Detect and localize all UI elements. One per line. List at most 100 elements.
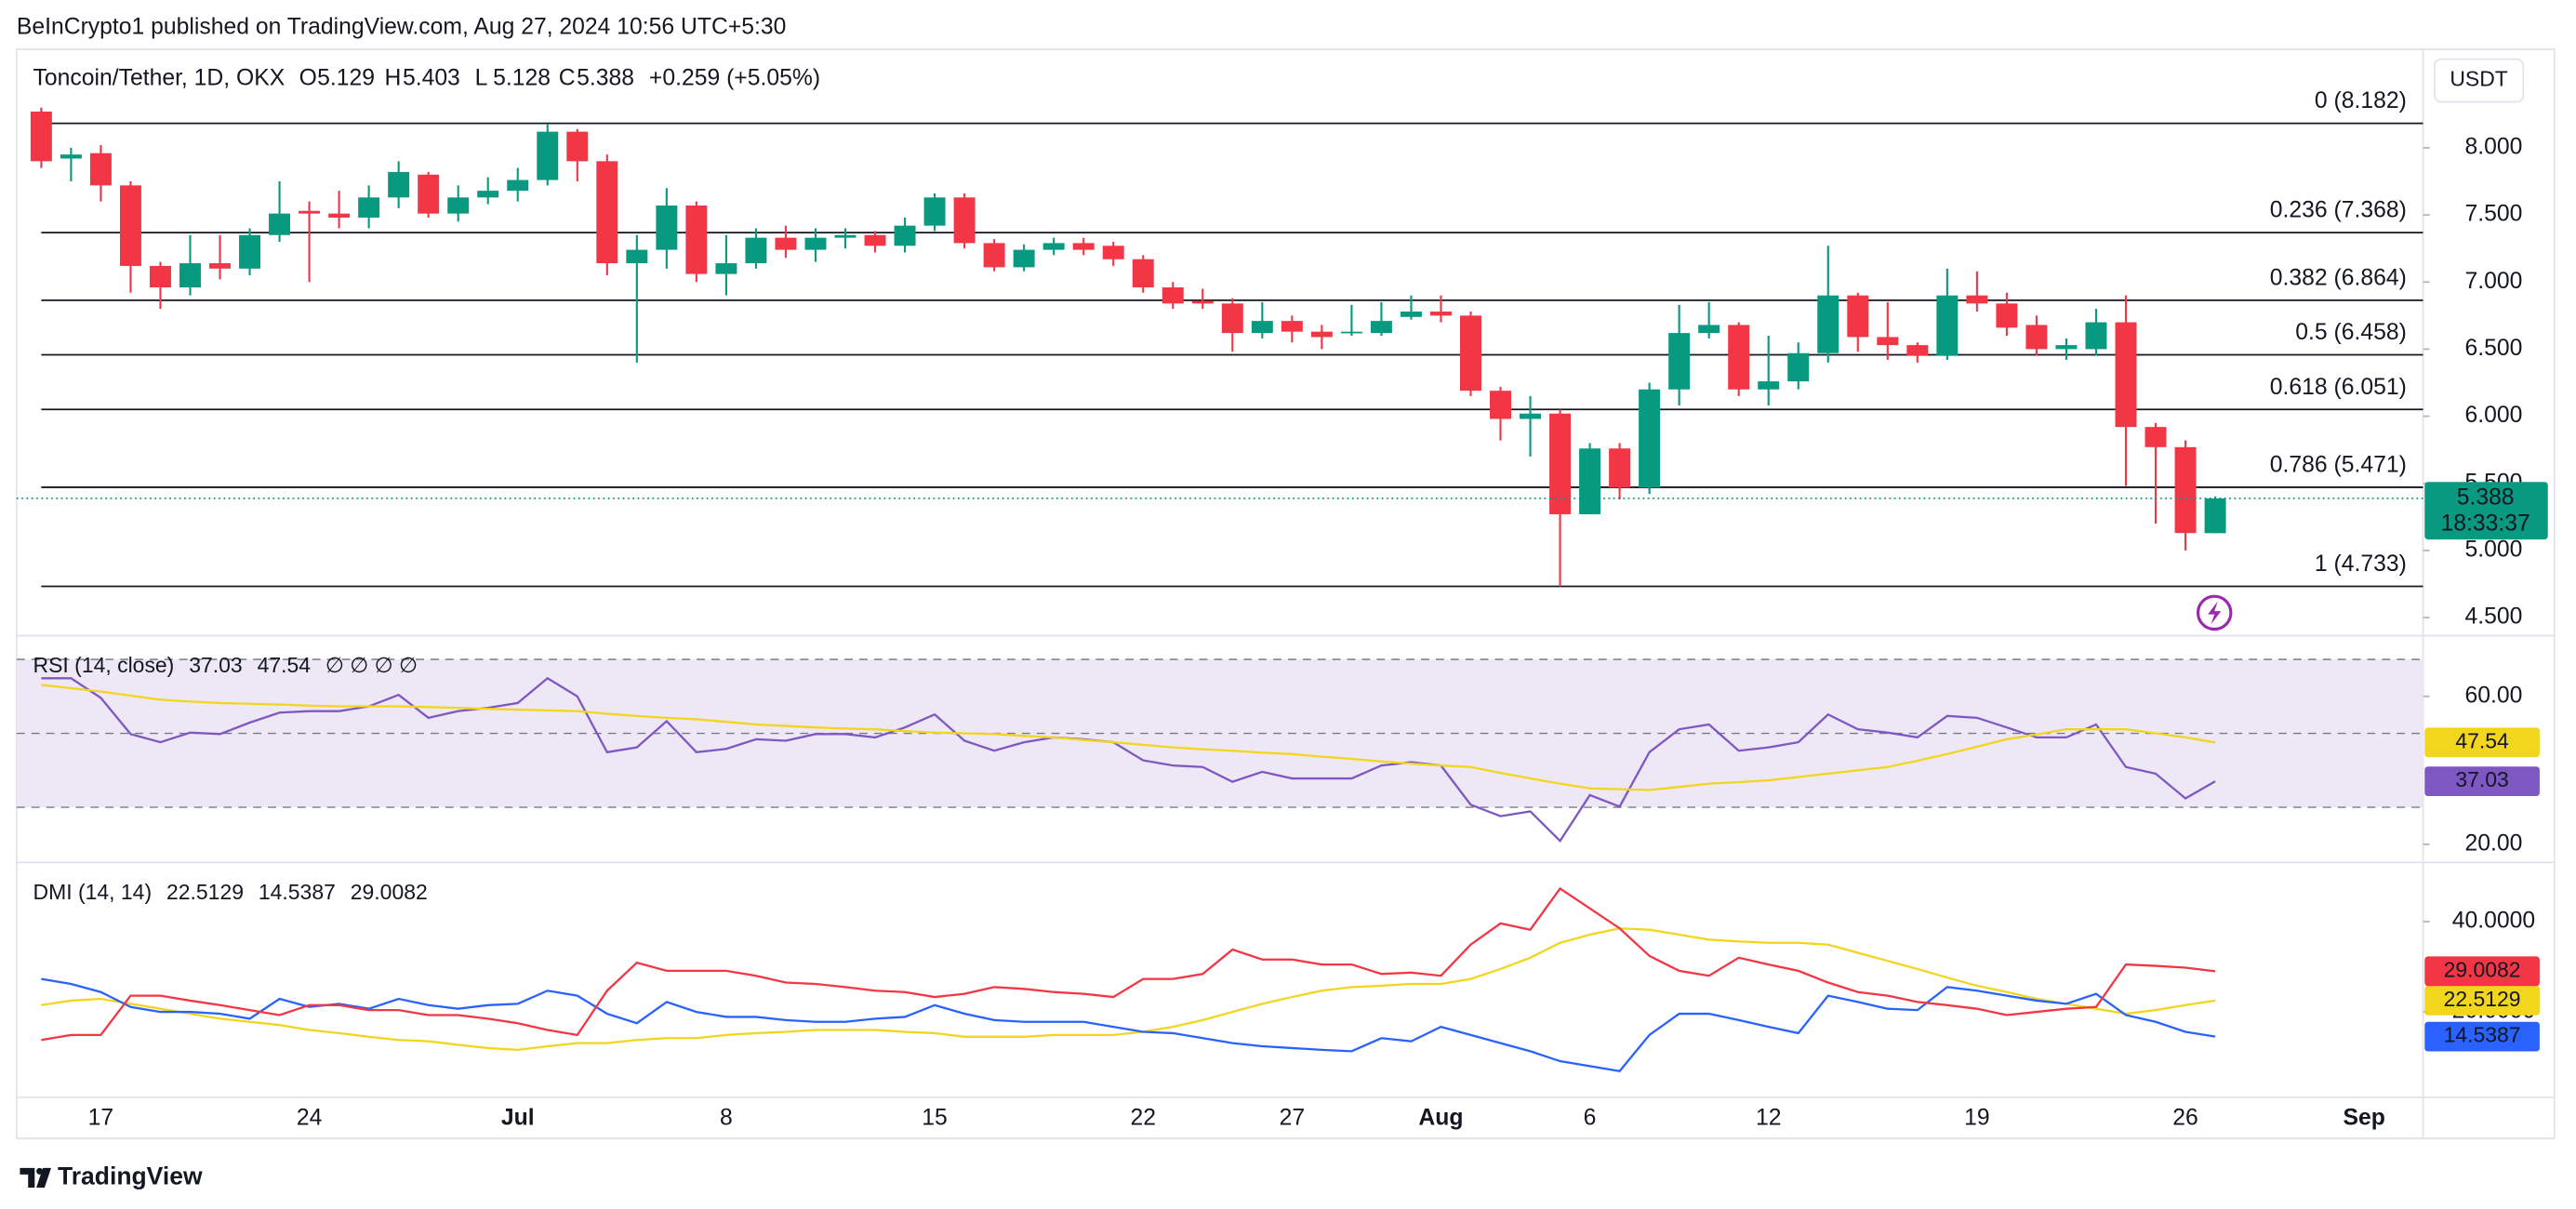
logo-shape bbox=[20, 1167, 35, 1189]
candle-body bbox=[656, 205, 678, 250]
candle-body bbox=[894, 225, 916, 246]
alert-icon[interactable] bbox=[2196, 594, 2233, 631]
x-tick-label: 12 bbox=[1756, 1105, 1782, 1130]
countdown: 18:33:37 bbox=[2441, 512, 2530, 537]
candle-body bbox=[1102, 246, 1124, 259]
fib-label: 0.5 (6.458) bbox=[2295, 320, 2407, 345]
candle-body bbox=[119, 185, 141, 266]
series-line bbox=[41, 977, 2216, 1072]
y-tick-label: 40.0000 bbox=[2452, 908, 2535, 933]
candle-body bbox=[1490, 391, 1511, 419]
brand-name: TradingView bbox=[58, 1162, 203, 1189]
value-badge-bg bbox=[2424, 985, 2540, 1016]
candle-body bbox=[418, 174, 440, 214]
candle-body bbox=[30, 111, 52, 162]
value-badge-bg bbox=[2424, 956, 2540, 987]
fib-label: 1 (4.733) bbox=[2315, 551, 2407, 577]
candle-body bbox=[775, 237, 797, 250]
candle-body bbox=[1042, 243, 1065, 250]
legend-value: 37.03 bbox=[189, 653, 242, 677]
legend-value: 5.128 bbox=[493, 65, 551, 90]
x-tick-label: 17 bbox=[88, 1105, 113, 1130]
y-tick-label: 20.00 bbox=[2465, 830, 2523, 856]
value-badge-bg bbox=[2424, 766, 2540, 797]
candle-body bbox=[1520, 413, 1542, 419]
candle-body bbox=[1817, 295, 1839, 353]
candle-body bbox=[2174, 446, 2197, 534]
series-line bbox=[41, 684, 2216, 791]
brand-logo bbox=[20, 1167, 51, 1189]
y-tick-label: 60.00 bbox=[2465, 683, 2523, 708]
candle-body bbox=[1787, 352, 1810, 382]
candle-body bbox=[447, 197, 470, 214]
candle-body bbox=[209, 263, 231, 269]
candle-body bbox=[1191, 300, 1214, 304]
candle-body bbox=[179, 263, 201, 288]
candle-body bbox=[89, 153, 112, 186]
candle-body bbox=[1758, 381, 1780, 390]
fib-label: 0.786 (5.471) bbox=[2270, 453, 2407, 478]
candle-body bbox=[1370, 321, 1392, 334]
candle-body bbox=[2204, 498, 2226, 534]
value-badge: 47.54 bbox=[2455, 728, 2509, 752]
candle-body bbox=[2085, 322, 2107, 350]
legend-key: O bbox=[299, 65, 317, 90]
legend-value: 22.5129 bbox=[166, 880, 244, 904]
candle-body bbox=[834, 234, 856, 238]
candle-body bbox=[923, 197, 946, 226]
candle-body bbox=[299, 210, 321, 214]
logo-shape bbox=[36, 1167, 51, 1189]
y-tick-label: 4.500 bbox=[2465, 604, 2523, 630]
legend-change: +0.259 (+5.05%) bbox=[649, 65, 820, 90]
candle-body bbox=[1639, 389, 1661, 488]
candle-body bbox=[1281, 321, 1303, 332]
candle-body bbox=[1429, 312, 1452, 316]
candle-body bbox=[1013, 249, 1035, 268]
candle-body bbox=[953, 197, 976, 244]
alert-circle[interactable] bbox=[2196, 594, 2233, 631]
candle-body bbox=[2025, 325, 2048, 350]
fib-label: 0.618 (6.051) bbox=[2270, 375, 2407, 400]
fib-label: 0.236 (7.368) bbox=[2270, 198, 2407, 223]
x-tick-label: 19 bbox=[1964, 1105, 1990, 1130]
fib-label: 0.382 (6.864) bbox=[2270, 265, 2407, 290]
candle-body bbox=[1162, 287, 1184, 304]
candle-body bbox=[1310, 331, 1333, 338]
x-tick-label: 22 bbox=[1130, 1105, 1156, 1130]
candle-body bbox=[1966, 295, 1988, 304]
x-tick-label: 26 bbox=[2172, 1105, 2198, 1130]
candle-body bbox=[2055, 345, 2078, 350]
value-badge: 14.5387 bbox=[2444, 1023, 2521, 1047]
currency-label[interactable]: USDT bbox=[2450, 67, 2507, 91]
x-tick-label: Jul bbox=[501, 1105, 535, 1130]
alert-bolt[interactable] bbox=[2208, 601, 2222, 625]
candle-body bbox=[1579, 448, 1601, 514]
candle-body bbox=[358, 197, 380, 218]
candle-body bbox=[239, 234, 261, 269]
value-badge: 37.03 bbox=[2455, 767, 2508, 791]
candle-body bbox=[1906, 345, 1929, 356]
x-tick-label: Aug bbox=[1418, 1105, 1463, 1130]
publisher-line: BeInCrypto1 published on TradingView.com… bbox=[17, 15, 786, 40]
candle-body bbox=[566, 131, 589, 162]
candle-body bbox=[685, 205, 708, 274]
candle-body bbox=[1460, 315, 1481, 392]
legend-key: H bbox=[385, 65, 402, 90]
pane-title: RSI (14, close) bbox=[33, 653, 175, 677]
legend-value: 5.403 bbox=[403, 65, 460, 90]
candle-body bbox=[269, 213, 291, 235]
candle-body bbox=[1877, 337, 1899, 346]
y-tick-label: 7.500 bbox=[2465, 202, 2523, 227]
series-line bbox=[41, 886, 2216, 1042]
value-badge-bg bbox=[2424, 1021, 2540, 1052]
legend-value: 5.129 bbox=[317, 65, 375, 90]
legend-na: ∅ ∅ ∅ ∅ bbox=[325, 653, 418, 677]
currency-button[interactable] bbox=[2433, 58, 2525, 103]
legend-value: 14.5387 bbox=[259, 880, 336, 904]
candle-body bbox=[328, 213, 351, 218]
candle-body bbox=[1936, 295, 1959, 356]
legend-value: 5.388 bbox=[577, 65, 634, 90]
candle-body bbox=[1728, 325, 1750, 390]
